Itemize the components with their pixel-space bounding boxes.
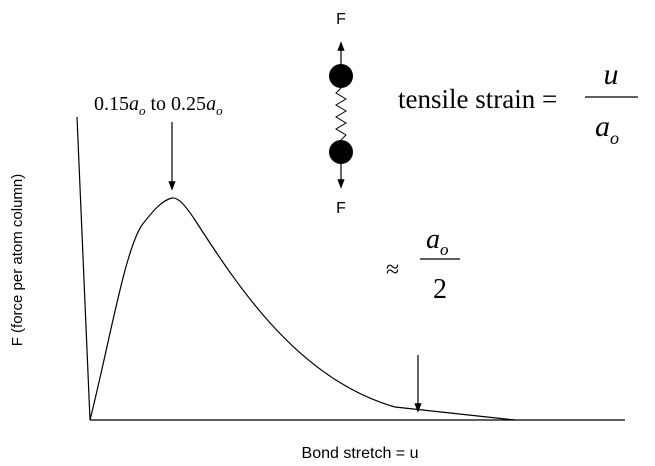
text: 0.15 [94,93,129,115]
repulsive-branch [76,116,91,421]
atom [329,140,353,164]
numerator: u [604,58,619,91]
force-label: F [336,11,346,28]
text: a [426,224,440,255]
x-axis-label: Bond stretch = u [302,445,419,462]
plot [76,116,625,421]
spring [335,87,347,141]
peak-label: 0.15ao to 0.25ao [94,93,223,118]
text: o [440,240,449,259]
text: o [610,128,619,148]
approx-symbol: ≈ [386,257,399,283]
text: a [206,93,216,115]
strain-label: tensile strain = [398,84,557,114]
force-curve [89,197,516,421]
numerator: ao [426,224,449,259]
y-axis-label: F (force per atom column) [9,174,26,347]
text: a [595,110,610,143]
denominator: 2 [433,274,447,305]
text: o [216,103,223,118]
text: to 0.25 [146,93,207,115]
text: o [139,103,146,118]
bond-schematic: F F [329,11,353,217]
force-label: F [336,200,346,217]
denominator: ao [595,110,619,148]
text: a [129,93,139,115]
atom [329,64,353,88]
